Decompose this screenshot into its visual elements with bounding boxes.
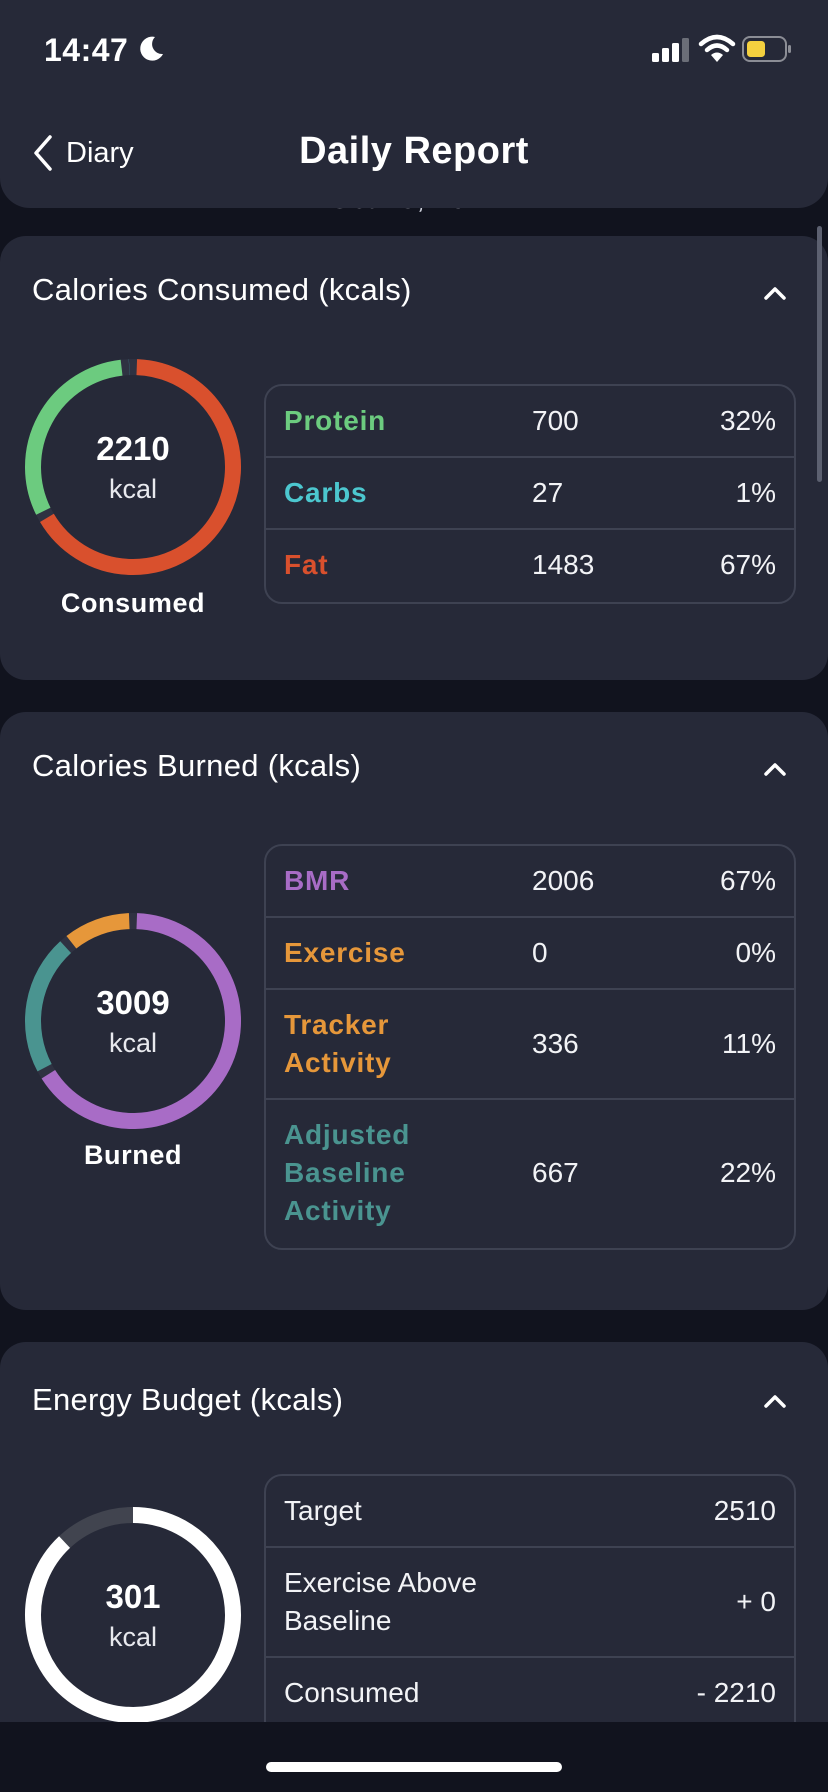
chevron-up-icon[interactable] <box>762 1392 788 1410</box>
macros-table: Protein 700 32% Carbs 27 1% Fat 1483 67% <box>264 384 796 604</box>
budget-ring-chart <box>25 1507 241 1723</box>
row-value: 0 <box>532 937 548 968</box>
status-time: 14:47 <box>44 32 129 68</box>
ring-segment-bmr <box>41 913 241 1129</box>
consumed-ring-chart <box>25 359 241 575</box>
home-indicator[interactable] <box>266 1762 562 1772</box>
burned-unit: kcal <box>108 1028 157 1058</box>
wifi-icon <box>698 34 736 62</box>
table-row-bmr: BMR 2006 67% <box>266 846 794 918</box>
table-row-consumed: Consumed - 2210 <box>266 1658 794 1772</box>
row-value: - 2210 <box>696 1677 776 1708</box>
budget-total: 301 <box>105 1578 161 1615</box>
burned-table: BMR 2006 67% Exercise 0 0% Tracker Activ… <box>264 844 796 1250</box>
back-label: Diary <box>66 136 134 169</box>
card-title: Calories Burned (kcals) <box>32 748 362 783</box>
moon-icon <box>140 36 163 61</box>
card-title: Calories Consumed (kcals) <box>32 272 412 307</box>
chevron-up-icon[interactable] <box>762 284 788 302</box>
row-value: 1483 <box>532 549 595 580</box>
consumed-total: 2210 <box>96 430 170 467</box>
row-value: 336 <box>532 1028 579 1059</box>
row-percent: 0% <box>735 937 776 968</box>
table-row-exercise-above-baseline: Exercise Above Baseline + 0 <box>266 1548 794 1658</box>
ring-segment-fat <box>40 359 241 575</box>
page-title: Daily Report <box>299 130 529 172</box>
row-value: 27 <box>532 477 564 508</box>
row-label: BMR <box>284 865 351 896</box>
row-value: 700 <box>532 405 579 436</box>
scrollbar[interactable] <box>817 226 822 482</box>
row-label: Consumed <box>284 1677 420 1708</box>
row-percent: 22% <box>719 1157 776 1188</box>
burned-total: 3009 <box>96 984 170 1021</box>
budget-table: Target 2510 Exercise Above Baseline + 0 … <box>264 1474 796 1774</box>
table-row-tracker-activity: Tracker Activity 336 11% <box>266 990 794 1100</box>
top-header: 14:47 Diary Daily Report <box>0 0 828 208</box>
table-row-protein: Protein 700 32% <box>266 386 794 458</box>
burned-caption: Burned <box>83 1140 183 1170</box>
row-percent: 1% <box>735 477 776 508</box>
consumed-unit: kcal <box>108 474 157 504</box>
chevron-left-icon <box>34 135 52 171</box>
row-label: Protein <box>284 405 387 436</box>
row-percent: 32% <box>719 405 776 436</box>
signal-icon <box>652 38 689 62</box>
bottom-safe-area <box>0 1722 828 1792</box>
battery-icon <box>742 36 791 62</box>
consumed-caption: Consumed <box>60 588 206 618</box>
calories-consumed-card: Calories Consumed (kcals) 2210 kcal Cons… <box>0 236 828 680</box>
row-value: 2006 <box>532 865 595 896</box>
row-value: 2510 <box>713 1495 776 1526</box>
row-value: 667 <box>532 1157 579 1188</box>
ring-segment-protein <box>25 359 123 515</box>
row-label: Target <box>284 1495 362 1526</box>
row-label: Tracker Activity <box>284 1009 392 1078</box>
row-label: Adjusted Baseline Activity <box>284 1119 411 1226</box>
ring-segment-tracker <box>66 913 130 949</box>
calories-burned-card: Calories Burned (kcals) 3009 kcal Burned… <box>0 712 828 1310</box>
row-percent: 67% <box>719 865 776 896</box>
chevron-up-icon[interactable] <box>762 760 788 778</box>
ring-segment-baseline <box>25 941 72 1072</box>
row-label: Fat <box>284 549 329 580</box>
back-button[interactable]: Diary <box>30 130 134 176</box>
table-row-fat: Fat 1483 67% <box>266 530 794 602</box>
table-row-target: Target 2510 <box>266 1476 794 1548</box>
energy-budget-card: Energy Budget (kcals) 301 kcal Target 25… <box>0 1342 828 1774</box>
table-row-exercise: Exercise 0 0% <box>266 918 794 990</box>
table-row-adjusted-baseline: Adjusted Baseline Activity 667 22% <box>266 1100 794 1248</box>
table-row-carbs: Carbs 27 1% <box>266 458 794 530</box>
ring-segment-budget <box>25 1507 241 1723</box>
budget-unit: kcal <box>108 1622 157 1652</box>
row-label: Carbs <box>284 477 368 508</box>
burned-ring-chart <box>25 913 241 1129</box>
row-percent: 11% <box>722 1028 776 1059</box>
row-value: + 0 <box>736 1586 776 1617</box>
row-label: Exercise Above Baseline <box>284 1567 477 1636</box>
card-title: Energy Budget (kcals) <box>32 1382 344 1417</box>
row-label: Exercise <box>284 937 406 968</box>
row-percent: 67% <box>719 549 776 580</box>
